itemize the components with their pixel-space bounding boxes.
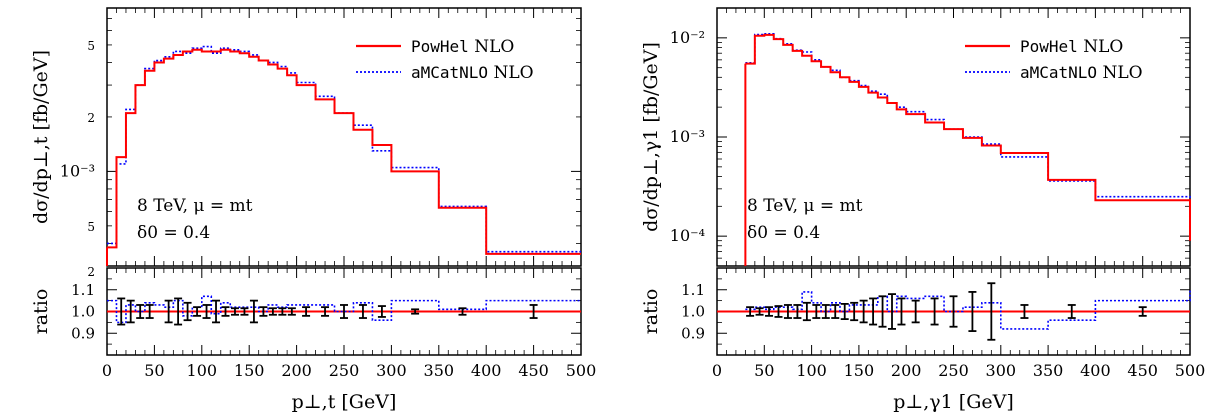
ratio-line-amcatnlo [745, 289, 1191, 330]
ratio-axis-label: ratio [640, 289, 662, 335]
x-tick-label: 50 [754, 361, 774, 380]
x-tick-label: 100 [796, 361, 827, 380]
legend-label: aMCatNLO NLO [411, 63, 534, 83]
legend-label: aMCatNLO NLO [1020, 63, 1143, 83]
ratio-tick-label: 0.9 [681, 324, 705, 342]
y-axis-label: dσ/dp⊥,t [fb/GeV] [30, 50, 52, 224]
ratio-tick-label: 1.1 [681, 281, 705, 299]
y-tick-label: 5 [87, 39, 95, 53]
x-tick-label: 300 [376, 361, 407, 380]
x-tick-label: 150 [234, 361, 265, 380]
ratio-tick-label: 0.9 [71, 324, 95, 342]
ratio-tick-label: 1.0 [71, 303, 95, 321]
x-tick-label: 400 [1080, 361, 1111, 380]
x-tick-label: 500 [566, 361, 597, 380]
x-tick-label: 200 [281, 361, 312, 380]
x-tick-label: 50 [144, 361, 164, 380]
x-tick-label: 350 [424, 361, 455, 380]
ratio-tick-label: 1.1 [71, 281, 95, 299]
x-tick-label: 450 [1127, 361, 1158, 380]
x-tick-label: 250 [938, 361, 969, 380]
ratio-line-amcatnlo [107, 295, 581, 324]
x-tick-label: 0 [102, 361, 112, 380]
x-tick-label: 0 [712, 361, 722, 380]
x-tick-label: 500 [1175, 361, 1206, 380]
y-axis-label: dσ/dp⊥,γ1 [fb/GeV] [640, 42, 662, 232]
y-tick-label: 10⁻² [670, 28, 705, 47]
y-tick-label: 2 [87, 265, 95, 279]
y-tick-label: 10⁻³ [60, 161, 95, 180]
legend-label: PowHel NLO [411, 37, 514, 57]
y-tick-label: 2 [87, 111, 95, 125]
series-line-powhel [107, 48, 581, 255]
x-tick-label: 300 [986, 361, 1017, 380]
y-tick-label: 5 [87, 220, 95, 234]
legend-label: PowHel NLO [1020, 37, 1123, 57]
chart-panel-right: 0 50 100 150 200 250 300 350 400 450 500 10⁻² 10⁻³ 10… [640, 7, 1206, 413]
ratio-axis-label: ratio [30, 289, 52, 335]
x-tick-label: 100 [187, 361, 218, 380]
x-tick-label: 250 [329, 361, 360, 380]
x-axis-label: p⊥,t [GeV] [292, 391, 397, 413]
series-line-powhel [745, 33, 1191, 241]
x-tick-label: 200 [891, 361, 922, 380]
ratio-tick-label: 1.0 [681, 303, 705, 321]
x-tick-label: 150 [844, 361, 875, 380]
x-tick-label: 450 [518, 361, 549, 380]
x-tick-label: 400 [471, 361, 502, 380]
annotation-text: δ0 = 0.4 [747, 223, 820, 243]
y-tick-label: 10⁻⁴ [670, 226, 705, 245]
annotation-text: 8 TeV, μ = mt [747, 196, 863, 216]
chart-panel-left: 0 50 100 150 200 250 300 350 400 450 500 2 5 10⁻³ 2 5 0.… [30, 7, 597, 413]
x-axis-label: p⊥,γ1 [GeV] [893, 391, 1014, 413]
annotation-text: δ0 = 0.4 [137, 223, 210, 243]
y-tick-label: 10⁻³ [670, 127, 705, 146]
x-tick-label: 350 [1033, 361, 1064, 380]
annotation-text: 8 TeV, μ = mt [137, 196, 253, 216]
